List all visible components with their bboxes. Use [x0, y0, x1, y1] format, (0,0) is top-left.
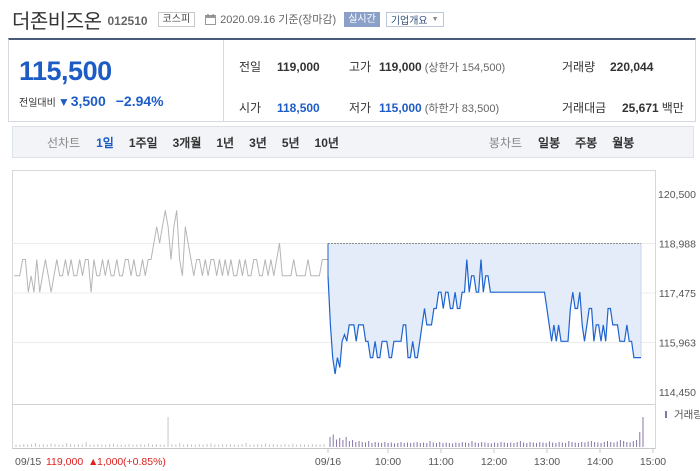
low-cell: 저가 115,000 (하한가 83,500) — [349, 99, 499, 116]
company-overview-dropdown[interactable]: 기업개요 ▼ — [385, 11, 444, 27]
volume-label: 거래량 — [562, 60, 596, 74]
volume-cell: 거래량 220,044 — [562, 58, 653, 75]
y-axis-labels: 120,500 118,988 117,475 115,963 114,450 — [658, 189, 696, 399]
y-tick-label: 115,963 — [659, 337, 696, 349]
period-3y[interactable]: 3년 — [249, 135, 267, 150]
prev-day-line — [14, 210, 328, 293]
prev-close-cell: 전일 119,000 — [239, 58, 320, 75]
x-tick-label: 11:00 — [428, 456, 454, 468]
stock-code: 012510 — [107, 14, 148, 28]
lower-limit: (하한가 83,500) — [424, 103, 500, 115]
upper-limit: (상한가 154,500) — [424, 62, 506, 74]
y-tick-label: 120,500 — [658, 189, 696, 201]
chevron-down-icon: ▼ — [431, 15, 439, 23]
stock-header: 더존비즈온 012510 코스피 2020.09.16 기준(장마감) 실시간 … — [0, 0, 700, 38]
period-1y[interactable]: 1년 — [216, 135, 235, 150]
amount-cell: 거래대금 25,671 백만 — [562, 99, 684, 116]
period-5y[interactable]: 5년 — [281, 135, 300, 150]
period-1w[interactable]: 1주일 — [128, 135, 158, 150]
prev-day-date: 09/15 — [15, 456, 41, 468]
price-chart: 120,500 118,988 117,475 115,963 114,450 09/1… — [12, 170, 700, 471]
change-percent: −2.94% — [115, 93, 164, 109]
y-tick-label: 117,475 — [659, 288, 696, 300]
company-overview-label: 기업개요 — [390, 15, 428, 27]
prev-day-change-pct: (+0.85%) — [123, 456, 166, 468]
x-tick-label: 10:00 — [375, 456, 401, 468]
high-label: 고가 — [349, 60, 372, 74]
x-tick-label: 12:00 — [481, 456, 507, 468]
today-fill-area — [328, 243, 641, 374]
period-1d[interactable]: 1일 — [96, 135, 114, 150]
change-label: 전일대비 — [19, 98, 56, 109]
today-line — [327, 259, 641, 375]
y-tick-label: 118,988 — [659, 238, 696, 250]
high-cell: 고가 119,000 (상한가 154,500) — [349, 58, 505, 75]
amount-label: 거래대금 — [562, 101, 607, 115]
chart-plot — [14, 210, 642, 375]
candle-monthly[interactable]: 월봉 — [612, 135, 635, 150]
date-info: 2020.09.16 기준(장마감) — [205, 11, 336, 27]
volume-value: 220,044 — [610, 60, 654, 74]
x-axis-labels: 09/16 10:00 11:00 12:00 13:00 14:00 15:00 — [315, 448, 666, 468]
candle-chart-title: 봉차트 — [488, 135, 523, 150]
calendar-icon — [205, 13, 217, 25]
down-triangle-icon: ▼ — [57, 95, 70, 109]
chart-svg: 120,500 118,988 117,475 115,963 114,450 09/1… — [12, 170, 700, 468]
volume-legend-label: 거래량 — [674, 409, 700, 421]
open-value: 118,500 — [277, 101, 320, 115]
current-price-box: 115,500 전일대비 ▼ 3,500 −2.94% — [9, 40, 224, 122]
x-tick-label: 15:00 — [640, 456, 666, 468]
amount-unit: 백만 — [661, 101, 684, 115]
prev-day-change: 1,000 — [97, 456, 123, 468]
x-tick-label: 13:00 — [534, 456, 560, 468]
low-value: 115,000 — [379, 101, 422, 115]
period-tabs: 선차트 1일 1주일 3개월 1년 3년 5년 10년 봉차트 일봉 주봉 월봉 — [12, 126, 694, 158]
y-tick-label: 114,450 — [659, 387, 696, 399]
change-value: 3,500 — [70, 93, 106, 109]
date-text: 2020.09.16 기준(장마감) — [220, 14, 337, 26]
period-10y[interactable]: 10년 — [314, 135, 339, 150]
volume-legend-swatch — [665, 411, 667, 418]
high-value: 119,000 — [379, 60, 422, 74]
volume-bars — [15, 411, 667, 447]
realtime-button[interactable]: 실시간 — [344, 11, 380, 27]
market-badge: 코스피 — [157, 11, 196, 27]
up-triangle-icon: ▲ — [88, 456, 98, 468]
x-tick-label: 09/16 — [315, 456, 341, 468]
candle-weekly[interactable]: 주봉 — [575, 135, 598, 150]
open-label: 시가 — [239, 101, 262, 115]
low-label: 저가 — [349, 101, 372, 115]
price-change: 전일대비 ▼ 3,500 −2.94% — [19, 93, 164, 109]
stock-name[interactable]: 더존비즈온 — [12, 8, 102, 33]
x-tick-label: 14:00 — [587, 456, 613, 468]
price-summary: 115,500 전일대비 ▼ 3,500 −2.94% 전일 119,000 고… — [8, 38, 696, 122]
prev-close-label: 전일 — [239, 60, 262, 74]
prev-day-close: 119,000 — [46, 456, 83, 468]
open-cell: 시가 118,500 — [239, 99, 320, 116]
candle-daily[interactable]: 일봉 — [538, 135, 561, 150]
current-price: 115,500 — [19, 56, 112, 86]
amount-value: 25,671 — [622, 101, 659, 115]
prev-close-value: 119,000 — [277, 60, 320, 74]
line-chart-title: 선차트 — [47, 135, 81, 150]
period-3m[interactable]: 3개월 — [172, 135, 202, 150]
